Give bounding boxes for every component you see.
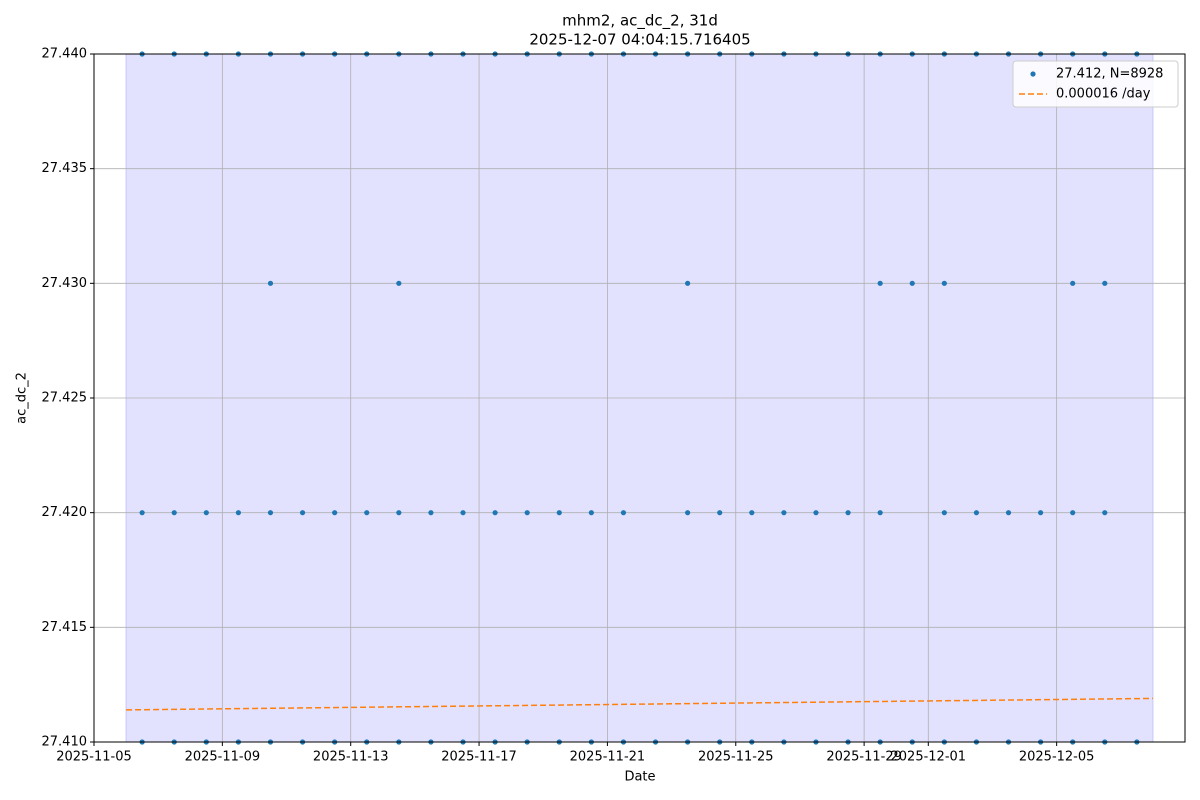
x-tick-label: 2025-11-29 [826,750,902,765]
y-tick-label: 27.430 [42,276,88,291]
chart-subtitle: 2025-12-07 04:04:15.716405 [529,31,750,49]
x-tick-label: 2025-11-13 [313,750,389,765]
y-tick-label: 27.420 [42,505,88,520]
data-point [620,510,627,516]
data-point [332,510,338,516]
data-point [813,510,819,516]
data-point [171,510,177,516]
data-point [717,510,723,516]
legend-box [1012,60,1179,108]
data-point [909,280,915,286]
data-point [1005,510,1012,516]
data-point [1070,510,1076,516]
data-point [973,510,980,516]
x-tick-label: 2025-11-25 [698,750,774,765]
data-point [364,510,370,516]
data-point [428,510,434,516]
x-tick-label: 2025-12-05 [1019,750,1095,765]
data-point [396,510,402,516]
x-tick-label: 2025-12-01 [891,750,967,765]
trend-line [126,697,1153,711]
data-point [299,510,306,516]
data-point [203,510,209,516]
data-point [460,510,466,516]
data-point [685,510,691,516]
data-point [1102,510,1108,516]
data-point [877,510,883,516]
data-point [685,280,691,286]
data-point [267,280,274,286]
x-tick-label: 2025-11-17 [441,750,517,765]
data-point [139,510,145,516]
legend-swatch [1030,71,1036,77]
y-tick-label: 27.410 [42,735,88,750]
data-point [524,510,530,516]
x-tick-label: 2025-11-21 [570,750,646,765]
y-axis-label: ac_dc_2 [15,372,30,424]
data-point [749,510,755,516]
data-point [941,280,947,286]
y-tick-label: 27.435 [42,161,88,176]
data-point [845,510,851,516]
data-point [588,510,594,516]
y-tick-label: 27.425 [42,391,88,406]
y-tick-label: 27.415 [42,620,88,635]
chart-title: mhm2, ac_dc_2, 31d [562,12,718,31]
x-axis-label: Date [624,770,655,785]
data-point [492,510,498,516]
data-point [1038,510,1044,516]
data-point [877,280,883,286]
data-point [396,280,402,286]
legend-label: 27.412, N=8928 [1056,67,1163,82]
data-point [235,510,241,516]
data-point [1070,280,1076,286]
data-point [941,510,947,516]
data-point [556,510,562,516]
data-point [1102,280,1108,286]
x-tick-label: 2025-11-05 [56,750,132,765]
data-point [267,510,274,516]
plot-frame [93,53,1186,743]
data-point [781,510,787,516]
legend-label: 0.000016 /day [1056,87,1151,102]
x-tick-label: 2025-11-09 [185,750,261,765]
y-tick-label: 27.440 [42,47,88,62]
